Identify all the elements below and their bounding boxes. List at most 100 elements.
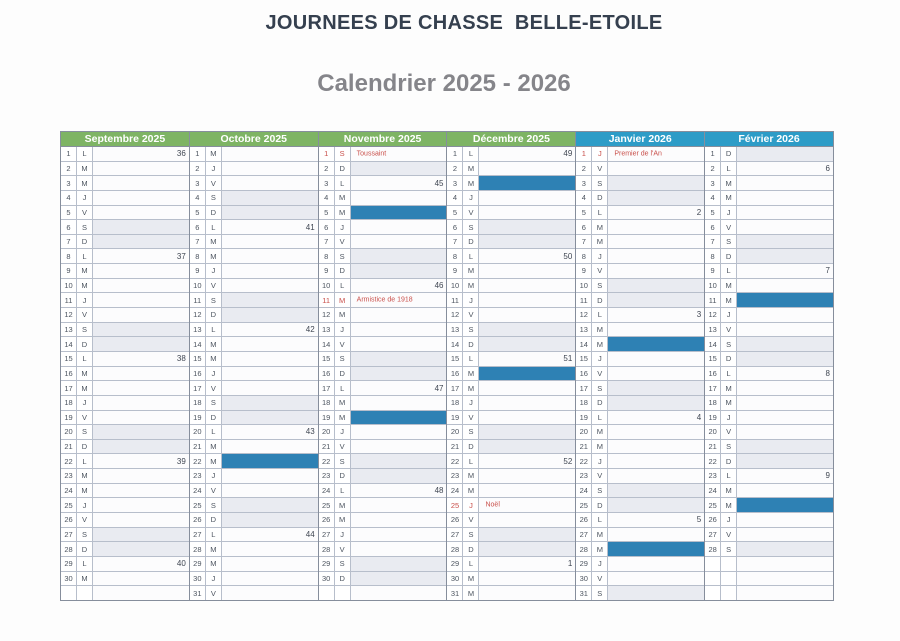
day-content-cell [221,161,318,176]
day-letter-cell: D [77,542,93,556]
day-row: 14 M [189,337,318,352]
day-row: 26 J [705,513,833,528]
day-row [705,586,833,600]
day-letter-cell: M [77,483,93,498]
day-number-cell: 4 [447,190,464,205]
page-title: JOURNEES DE CHASSE BELLE-ETOILE [265,12,663,34]
day-number-cell: 1 [447,147,464,161]
day-content-cell [93,366,189,381]
day-number-cell: 22 [319,454,335,469]
day-number-cell: 14 [61,337,77,351]
day-letter-cell: D [721,249,738,264]
day-row: 13 V [705,322,833,338]
day-row: 14 V [318,337,447,352]
day-letter-cell: M [206,439,222,454]
week-number: 38 [176,354,186,364]
day-content-cell: Noël [479,498,576,513]
calendar-table: Septembre 2025 1 L 36 2 M 3 M 4 J 5 V 6 S 7 D 8 L 37 9 M 10 M 1… [60,131,834,601]
day-number-cell: 3 [61,176,77,190]
day-letter-cell: M [592,220,609,234]
day-row: 31 S [576,586,705,600]
week-number: 47 [434,383,444,393]
day-number-cell: 2 [705,161,722,176]
day-letter-cell: J [592,249,609,264]
day-number-cell: 18 [447,395,464,410]
day-number-cell: 6 [447,220,464,234]
day-row: 29 L 1 [447,556,576,572]
day-number-cell: 25 [576,498,593,513]
day-number-cell: 6 [576,220,593,234]
day-content-cell [479,483,576,498]
day-number-cell: 23 [576,469,593,483]
day-row: 27 M [576,527,705,543]
day-row: 26 D [189,513,318,528]
day-letter-cell: L [463,249,480,264]
day-row: 22 M [189,454,318,470]
day-content-cell [608,322,705,337]
day-letter-cell: V [721,527,738,542]
day-letter-cell: L [206,527,222,542]
day-content-cell [737,337,833,351]
day-content-cell [93,527,189,542]
day-content-cell [479,234,576,249]
day-letter-cell: V [721,220,738,234]
day-row: 30 M [447,571,576,587]
day-number-cell: 5 [705,205,722,220]
day-content-cell [608,527,705,542]
day-row: 13 S [61,322,189,338]
day-content-cell [608,439,705,454]
day-letter-cell: S [77,322,93,337]
week-number: 46 [434,281,444,291]
day-row: 16 D [318,366,447,382]
day-number-cell: 12 [319,308,335,322]
day-row: 3 L 45 [318,176,447,191]
day-letter-cell: J [77,190,93,205]
day-number-cell: 12 [447,308,464,322]
day-number-cell: 28 [61,542,77,556]
day-content-cell [737,308,833,322]
day-content-cell: 6 [737,161,833,176]
holiday-label: Armistice de 1918 [356,296,413,304]
day-content-cell [93,278,189,293]
day-letter-cell: V [463,205,480,220]
day-number-cell: 17 [190,381,206,395]
day-letter-cell: D [206,410,222,425]
day-number-cell: 4 [190,190,206,205]
day-row: 23 D [318,469,447,484]
day-row: 30 D [318,571,447,587]
day-row [705,571,833,587]
day-content-cell [479,527,576,542]
day-letter-cell: M [721,176,738,190]
day-number-cell: 17 [705,381,722,395]
day-content-cell [737,586,833,600]
day-content-cell: 39 [93,454,189,469]
day-number-cell: 9 [576,264,593,278]
day-content-cell [737,249,833,264]
day-letter-cell: V [592,366,609,381]
day-content-cell [350,425,447,439]
hunt-day-bar [737,293,833,308]
day-letter-cell: M [206,249,222,264]
day-content-cell: Toussaint [350,147,447,161]
day-row: 8 L 50 [447,249,576,265]
week-number: 9 [825,471,830,481]
week-number: 43 [305,427,315,437]
day-number-cell: 25 [190,498,206,513]
day-letter-cell: L [592,513,609,527]
day-letter-cell: S [206,293,222,308]
day-content-cell [350,498,447,513]
day-row: 1 L 49 [447,147,576,162]
day-number-cell: 29 [190,556,206,571]
day-number-cell: 1 [319,147,335,161]
day-content-cell [608,161,705,176]
day-number-cell: 5 [319,205,335,220]
day-content-cell: 2 [608,205,705,220]
day-letter-cell: M [206,454,222,469]
day-content-cell [93,425,189,439]
